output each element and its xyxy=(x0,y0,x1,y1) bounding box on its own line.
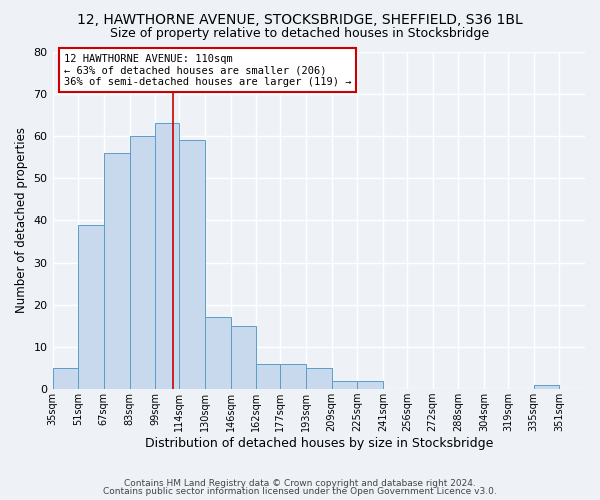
Bar xyxy=(230,326,256,389)
X-axis label: Distribution of detached houses by size in Stocksbridge: Distribution of detached houses by size … xyxy=(145,437,493,450)
Bar xyxy=(130,136,155,389)
Bar xyxy=(533,385,559,389)
Bar xyxy=(280,364,306,389)
Text: Size of property relative to detached houses in Stocksbridge: Size of property relative to detached ho… xyxy=(110,28,490,40)
Bar xyxy=(78,224,104,389)
Bar xyxy=(104,153,130,389)
Bar xyxy=(205,318,230,389)
Bar xyxy=(155,124,179,389)
Bar xyxy=(357,380,383,389)
Text: 12, HAWTHORNE AVENUE, STOCKSBRIDGE, SHEFFIELD, S36 1BL: 12, HAWTHORNE AVENUE, STOCKSBRIDGE, SHEF… xyxy=(77,12,523,26)
Bar xyxy=(179,140,205,389)
Bar xyxy=(256,364,280,389)
Bar xyxy=(306,368,332,389)
Bar xyxy=(332,380,357,389)
Y-axis label: Number of detached properties: Number of detached properties xyxy=(15,128,28,314)
Text: Contains HM Land Registry data © Crown copyright and database right 2024.: Contains HM Land Registry data © Crown c… xyxy=(124,478,476,488)
Text: Contains public sector information licensed under the Open Government Licence v3: Contains public sector information licen… xyxy=(103,487,497,496)
Text: 12 HAWTHORNE AVENUE: 110sqm
← 63% of detached houses are smaller (206)
36% of se: 12 HAWTHORNE AVENUE: 110sqm ← 63% of det… xyxy=(64,54,351,87)
Bar xyxy=(53,368,78,389)
